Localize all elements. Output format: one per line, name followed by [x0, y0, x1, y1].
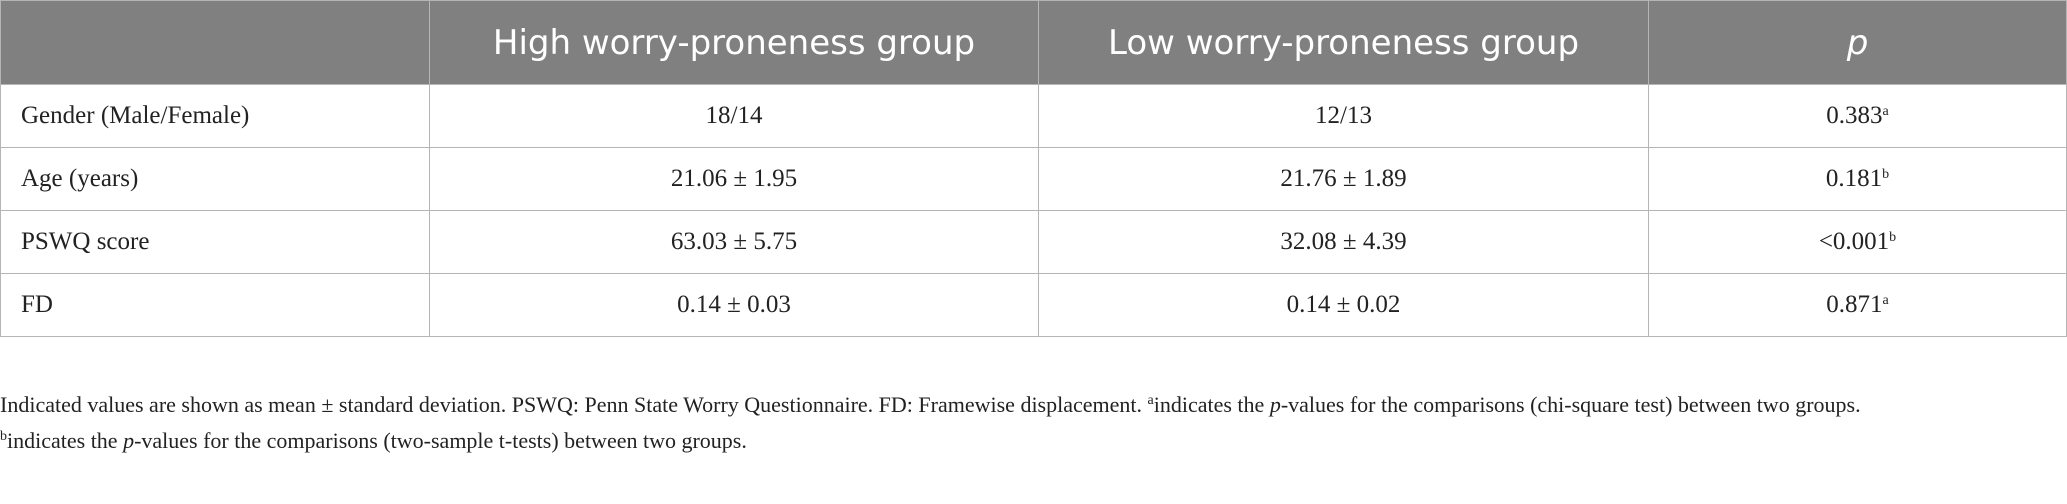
footnote: bindicates the p-values for the comparis…	[0, 421, 2060, 457]
p-value: 0.871	[1826, 291, 1883, 318]
note-sup: b	[0, 429, 7, 444]
p-cell: 0.181b	[1648, 147, 2067, 211]
p-sup: a	[1882, 293, 1889, 308]
p-sup: a	[1882, 104, 1889, 119]
row: Age (years) 21.06 ± 1.95 21.76 ± 1.89 0.181…	[0, 147, 2067, 211]
footnotes: Indicated values are shown as mean ± sta…	[0, 385, 2060, 457]
note-text: Indicated values are shown as mean ± sta…	[0, 392, 1148, 417]
row: PSWQ score 63.03 ± 5.75 32.08 ± 4.39 <0.001…	[0, 210, 2067, 274]
cell: 0.14 ± 0.02	[1038, 273, 1649, 337]
note-italic: p	[123, 428, 135, 453]
p-value: <0.001	[1818, 228, 1890, 255]
cell: 63.03 ± 5.75	[429, 210, 1039, 274]
row-label: FD	[0, 273, 430, 337]
row-label: PSWQ score	[0, 210, 430, 274]
header-cell: High worry-proneness group	[429, 0, 1039, 85]
cell: 12/13	[1038, 84, 1649, 148]
p-value: 0.181	[1825, 165, 1883, 192]
note-text: indicates the	[1153, 392, 1270, 417]
cell: 0.14 ± 0.03	[429, 273, 1039, 337]
note-text: indicates the	[7, 428, 124, 453]
header-cell	[0, 0, 430, 85]
p-sup: b	[1882, 167, 1890, 182]
row: Gender (Male/Female) 18/14 12/13 0.383a	[0, 84, 2067, 148]
p-cell: 0.871a	[1648, 273, 2067, 337]
cell: 32.08 ± 4.39	[1038, 210, 1649, 274]
p-cell: 0.383a	[1648, 84, 2067, 148]
row-label: Age (years)	[0, 147, 430, 211]
note-italic: p	[1269, 392, 1281, 417]
footnote: Indicated values are shown as mean ± sta…	[0, 385, 2060, 421]
p-sup: b	[1889, 230, 1897, 245]
row-label: Gender (Male/Female)	[0, 84, 430, 148]
cell: 18/14	[429, 84, 1039, 148]
header-cell: Low worry-proneness group	[1038, 0, 1649, 85]
header-row: High worry-proneness group Low worry-pro…	[0, 0, 2067, 85]
header-cell: p	[1648, 0, 2067, 85]
note-text: -values for the comparisons (two-sample …	[134, 428, 747, 453]
row: FD 0.14 ± 0.03 0.14 ± 0.02 0.871a	[0, 273, 2067, 337]
data-table: High worry-proneness group Low worry-pro…	[0, 0, 2067, 337]
cell: 21.76 ± 1.89	[1038, 147, 1649, 211]
p-cell: <0.001b	[1648, 210, 2067, 274]
note-sup: a	[1147, 393, 1154, 408]
p-value: 0.383	[1826, 102, 1883, 129]
cell: 21.06 ± 1.95	[429, 147, 1039, 211]
note-text: -values for the comparisons (chi-square …	[1280, 392, 1861, 417]
